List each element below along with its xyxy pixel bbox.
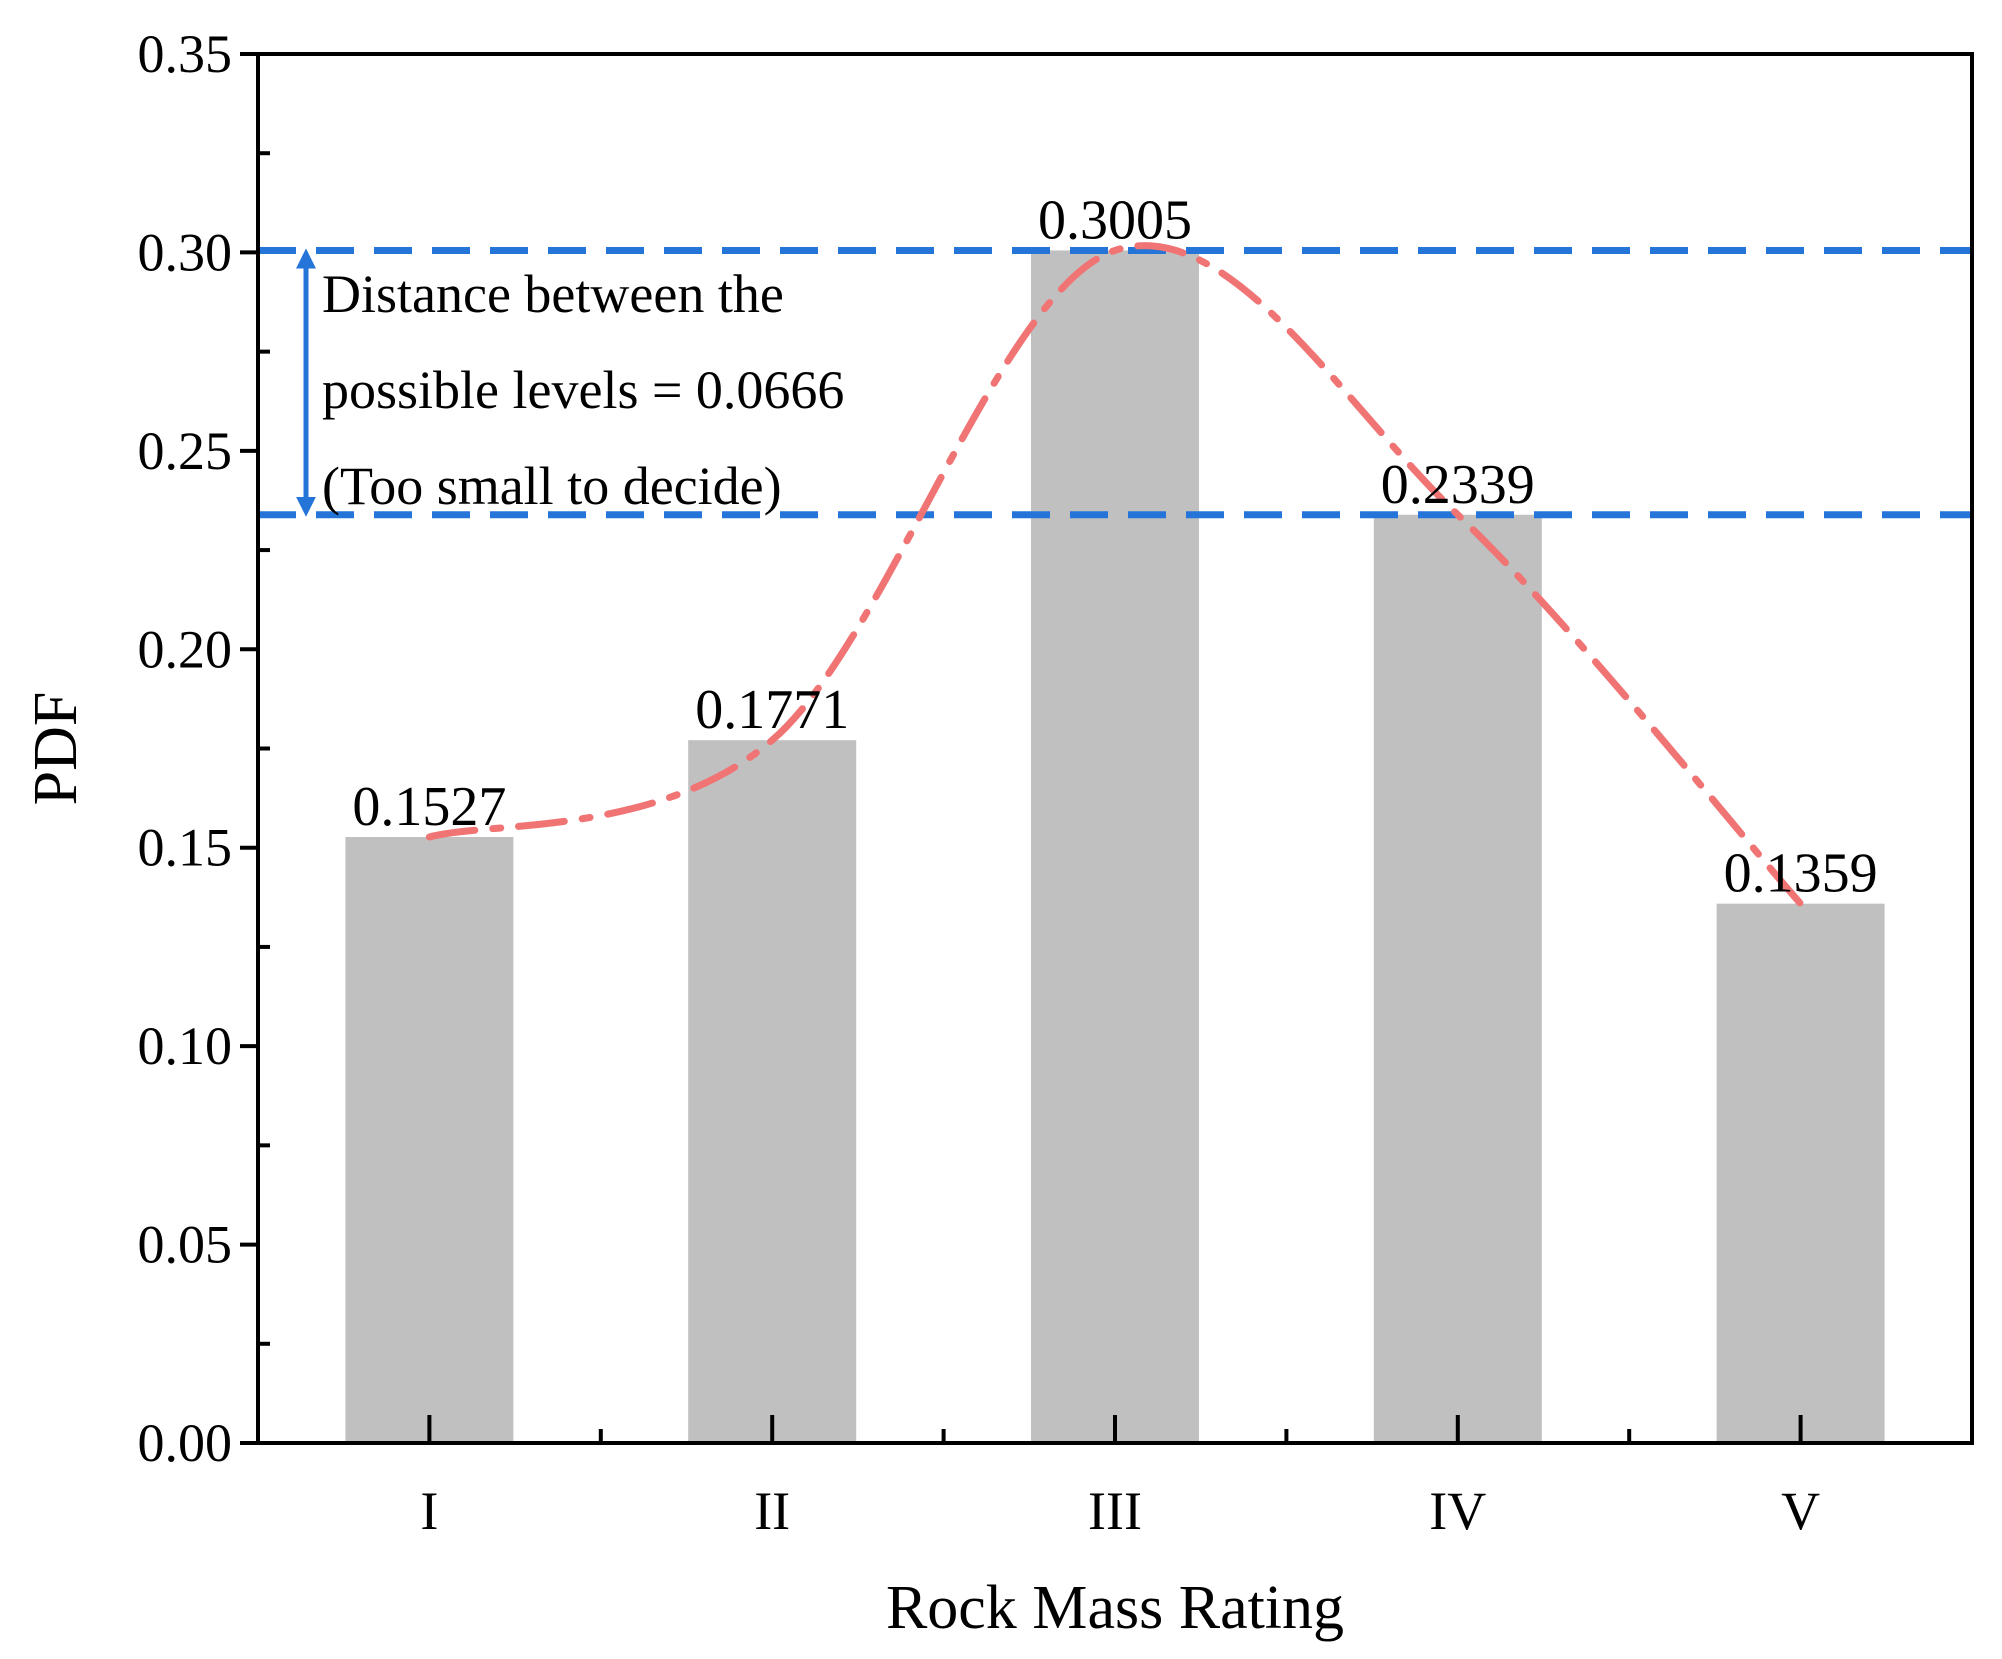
bar-IV — [1373, 514, 1542, 1443]
x-tick-label: III — [1088, 1481, 1142, 1541]
y-tick-label: 0.15 — [138, 818, 233, 878]
x-tick-label: IV — [1429, 1481, 1486, 1541]
data-labels: 0.1527 0.1771 0.3005 0.2339 0.1359 — [352, 189, 1877, 904]
annotation-line-2: possible levels = 0.0666 — [322, 360, 844, 420]
y-tick-label: 0.35 — [138, 24, 233, 84]
y-tick-label: 0.00 — [138, 1413, 233, 1473]
data-label-IV: 0.2339 — [1381, 454, 1535, 516]
y-tick-label: 0.30 — [138, 222, 233, 282]
trend-line-group — [425, 242, 1805, 908]
y-axis-title: PDF — [22, 692, 90, 806]
trend-line — [425, 242, 1805, 908]
x-axis-title: Rock Mass Rating — [886, 1574, 1344, 1642]
bar-III — [1031, 250, 1199, 1443]
data-label-I: 0.1527 — [352, 776, 506, 838]
annotation-line-1: Distance between the — [322, 264, 784, 324]
reference-lines — [258, 246, 1972, 519]
bars — [345, 250, 1885, 1443]
y-tick-label: 0.05 — [138, 1215, 233, 1275]
bar-I — [345, 836, 514, 1443]
axes: 0.000.050.100.150.200.250.300.35I II III IV… — [138, 24, 1974, 1541]
annotation-line-3: (Too small to decide) — [322, 456, 782, 516]
annotation: Distance between the possible levels = 0.… — [296, 248, 844, 517]
y-tick-label: 0.25 — [138, 421, 233, 481]
data-label-V: 0.1359 — [1724, 843, 1878, 905]
y-tick-label: 0.20 — [138, 619, 233, 679]
x-tick-label: II — [754, 1481, 790, 1541]
data-label-III: 0.3005 — [1038, 189, 1192, 251]
y-tick-label: 0.10 — [138, 1016, 233, 1076]
bar-V — [1716, 903, 1885, 1443]
data-label-II: 0.1771 — [695, 679, 849, 741]
x-tick-label: V — [1781, 1481, 1820, 1541]
bar-II — [688, 740, 857, 1443]
x-tick-label: I — [420, 1481, 438, 1541]
